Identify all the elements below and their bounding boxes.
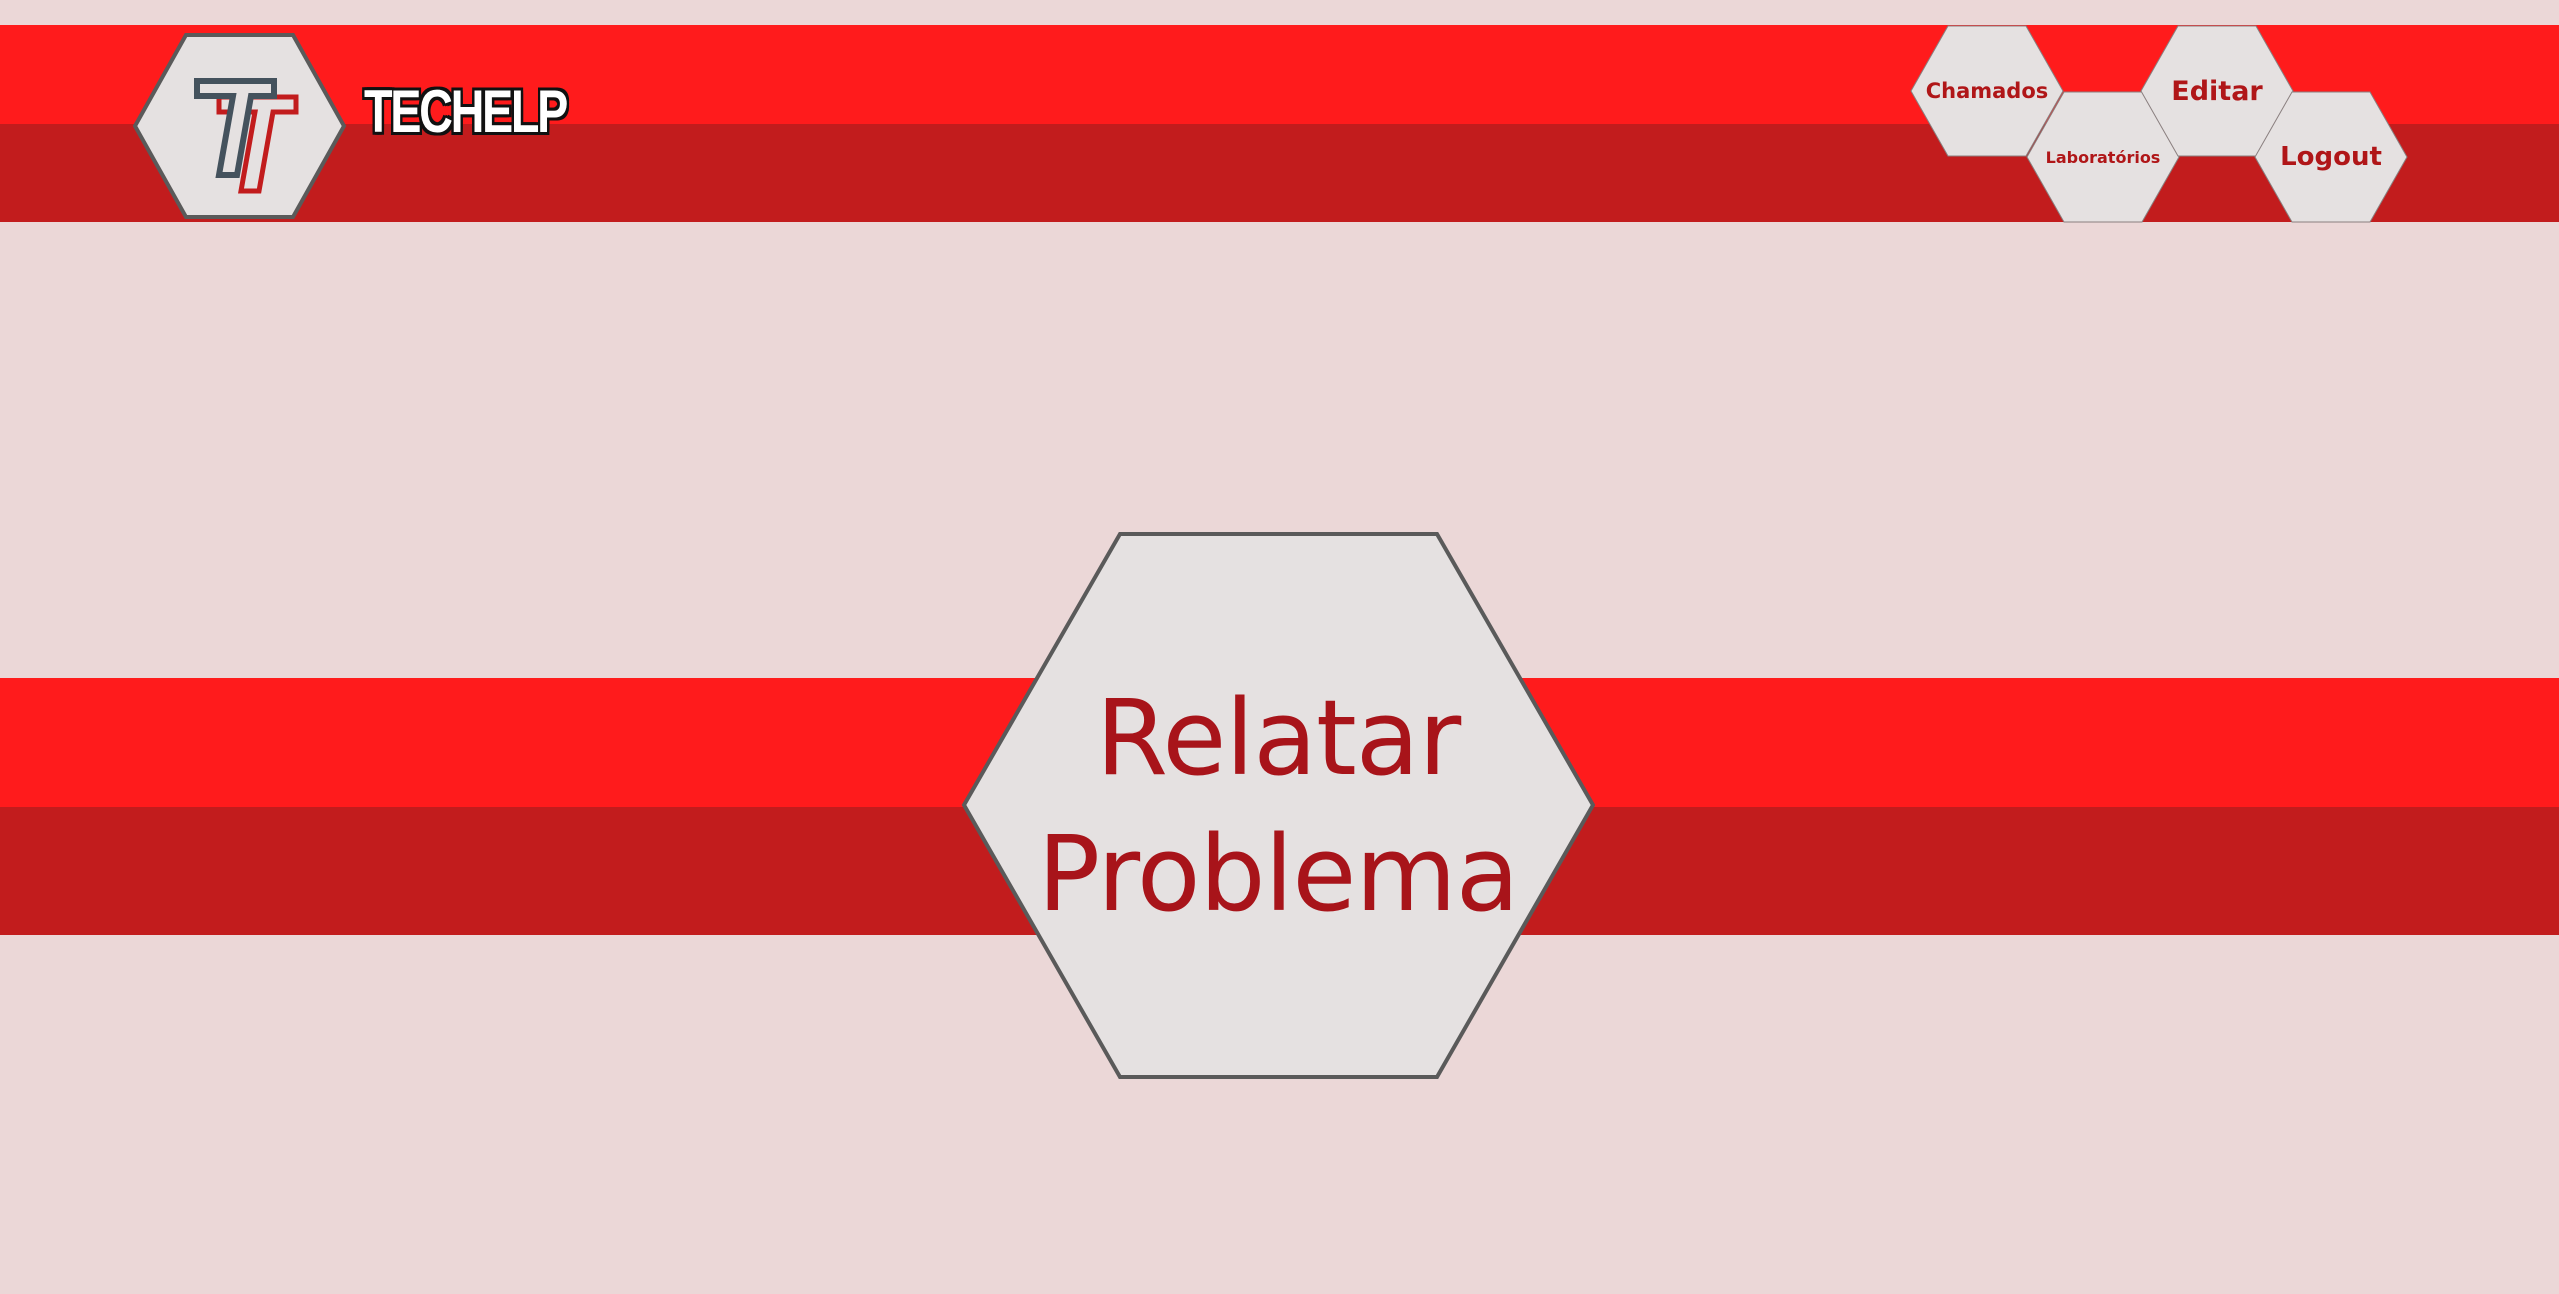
report-problem-label-line2: Problema (1037, 812, 1520, 935)
nav-hexagon-shape (1910, 25, 2064, 157)
logo-hexagon (133, 33, 346, 219)
nav-logout-label: Logout (2280, 142, 2382, 172)
nav-editar-label: Editar (2171, 75, 2263, 107)
nav-editar-button[interactable]: Editar (2140, 25, 2294, 157)
nav-logout-button[interactable]: Logout (2254, 91, 2408, 223)
report-problem-label-line1: Relatar (1095, 676, 1461, 799)
report-problem-button[interactable]: Relatar Problema (961, 531, 1595, 1080)
nav-hexagon-shape (2254, 91, 2408, 223)
brand-name: TECHELP (364, 78, 568, 145)
nav-laboratorios-button[interactable]: Laboratórios (2026, 91, 2180, 223)
nav-laboratorios-label: Laboratórios (2045, 147, 2161, 167)
report-problem-label: Relatar Problema (1037, 670, 1520, 942)
logo[interactable] (133, 33, 346, 219)
nav-chamados-button[interactable]: Chamados (1910, 25, 2064, 157)
report-problem-hexagon-shape (961, 532, 1595, 1079)
logo-t-icon (194, 78, 277, 178)
nav-chamados-label: Chamados (1925, 79, 2049, 103)
